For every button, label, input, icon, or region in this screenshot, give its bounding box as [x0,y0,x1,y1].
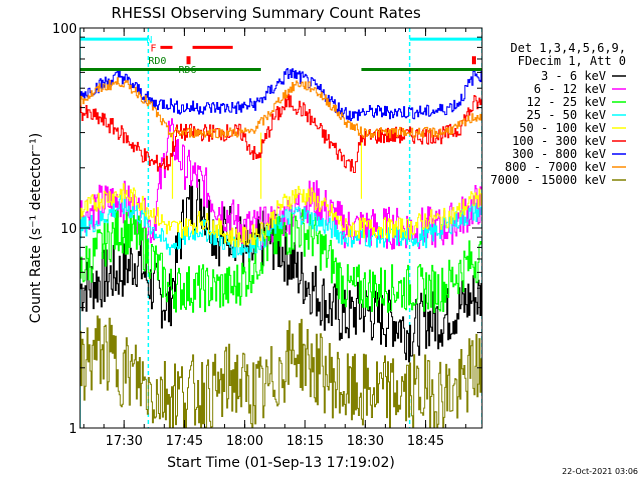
x-tick-label: 18:45 [407,434,444,449]
f-flag-label: F [150,43,156,54]
series-line [80,77,482,139]
legend-entry-label: 25 - 50 keV [527,108,606,122]
series-line [80,68,482,122]
x-tick-label: 18:00 [226,434,263,449]
x-axis: 17:30 17:45 18:00 18:15 18:30 18:45 [83,28,467,449]
legend: Det 1,3,4,5,6,9,FDecim 1, Att 03 - 6 keV… [490,41,626,187]
x-tick-label: 17:30 [105,434,142,449]
y-tick-label: 10 [60,222,77,237]
series-line [80,183,482,248]
legend-entry-label: 800 - 7000 keV [505,160,606,174]
legend-header: FDecim 1, Att 0 [518,54,626,68]
x-axis-label: Start Time (01-Sep-13 17:19:02) [167,455,395,471]
y-tick-label: 100 [52,22,77,37]
x-tick-label: 18:30 [347,434,384,449]
legend-entry-label: 100 - 300 keV [512,134,606,148]
legend-entry-label: 7000 - 15000 keV [490,173,606,187]
series-layer [80,28,482,428]
y-axis: 1 10 100 [52,22,482,437]
y-axis-label: Count Rate (s⁻¹ detector⁻¹) [28,133,44,323]
red-marker [186,56,191,65]
rd0-label: RD0 [148,56,166,67]
series-line [80,179,482,363]
legend-entry-label: 3 - 6 keV [541,69,606,83]
timestamp: 22-Oct-2021 03:06 [562,467,638,476]
legend-entry-label: 12 - 25 keV [527,95,606,109]
series-line [80,194,482,259]
x-tick-label: 17:45 [166,434,203,449]
red-marker [471,56,476,65]
legend-entry-label: 300 - 800 keV [512,147,606,161]
x-tick-label: 18:15 [286,434,323,449]
legend-entry-label: 6 - 12 keV [534,82,606,96]
y-tick-label: 1 [69,422,77,437]
annotation-layer: NFRD0RD6 [80,35,482,76]
series-line [80,315,482,428]
legend-entry-label: 50 - 100 keV [519,121,606,135]
legend-header: Det 1,3,4,5,6,9, [510,41,626,55]
chart-title: RHESSI Observing Summary Count Rates [111,4,421,22]
n-flag-label: N [146,35,152,46]
